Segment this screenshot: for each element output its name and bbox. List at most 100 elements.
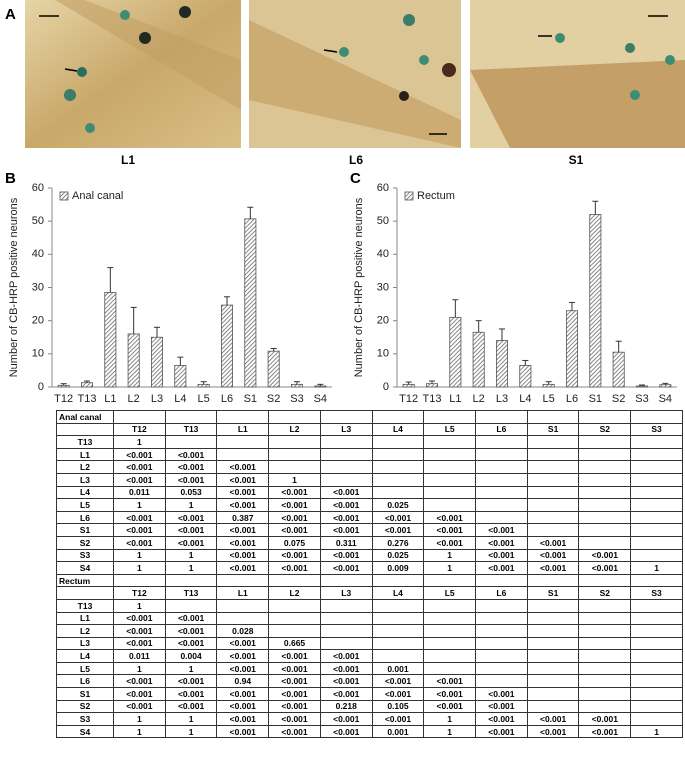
x-tick-label: S3 <box>635 393 648 405</box>
bar <box>402 383 415 388</box>
p-value: 1 <box>423 712 477 726</box>
empty-cell <box>526 687 580 701</box>
p-value: <0.001 <box>113 460 166 474</box>
p-value: <0.001 <box>113 472 166 487</box>
p-value: 1 <box>113 561 166 575</box>
row-header: S1 <box>56 523 114 537</box>
bar <box>197 383 210 388</box>
empty-cell <box>630 712 683 726</box>
empty-cell <box>526 498 580 512</box>
column-header: L1 <box>216 586 270 600</box>
x-tick-label: L6 <box>566 393 578 405</box>
p-value: 1 <box>423 561 477 575</box>
p-value: <0.001 <box>319 548 373 563</box>
p-value: <0.001 <box>423 510 477 525</box>
p-value: <0.001 <box>216 535 270 550</box>
x-tick-label: L6 <box>221 393 233 405</box>
table-row: L1 <0.001 <0.001 <box>56 611 683 626</box>
column-header: T12 <box>113 586 166 600</box>
empty-cell <box>578 687 632 701</box>
column-header: L6 <box>475 586 528 600</box>
bar <box>127 333 140 388</box>
empty-cell <box>630 624 683 638</box>
y-tick-label: 40 <box>377 248 389 260</box>
bar <box>81 382 94 388</box>
p-value: 0.276 <box>371 535 425 550</box>
table-row: Rectum <box>56 573 683 588</box>
empty-cell <box>578 523 632 537</box>
table-row: S4 1 1 <0.001 <0.001 <0.001 0.009 1 <0.001 <0.001… <box>56 561 683 575</box>
error-bar <box>615 340 622 353</box>
p-value: 1 <box>113 724 166 739</box>
empty-cell <box>630 674 683 689</box>
p-value: 1 <box>113 712 166 726</box>
empty-cell <box>423 485 477 500</box>
empty-cell <box>630 535 683 550</box>
row-header: S3 <box>56 712 114 726</box>
empty-cell <box>319 573 373 588</box>
bar <box>104 292 117 388</box>
p-value: <0.001 <box>216 460 270 474</box>
p-value: <0.001 <box>526 724 580 739</box>
empty-cell <box>475 598 528 613</box>
empty-cell <box>526 649 580 663</box>
empty-cell <box>526 460 580 474</box>
p-value: 1 <box>113 598 166 613</box>
micrograph <box>25 0 241 148</box>
p-value: 0.011 <box>113 485 166 500</box>
empty-cell <box>526 472 580 487</box>
bar <box>426 383 439 388</box>
p-value: <0.001 <box>371 712 425 726</box>
table-row: T12 T13 L1 L2 L3 L4 L5 L6 S1 S2 S3 <box>56 586 683 600</box>
table-row: L3 <0.001 <0.001 <0.001 0.665 <box>56 636 683 651</box>
p-value: 1 <box>164 712 218 726</box>
p-value: <0.001 <box>526 535 580 550</box>
x-tick-label: L1 <box>449 393 461 405</box>
p-value: <0.001 <box>216 523 270 537</box>
row-header: L1 <box>56 447 114 462</box>
p-value: <0.001 <box>268 699 321 714</box>
p-value: <0.001 <box>475 523 528 537</box>
empty-cell <box>319 447 373 462</box>
empty-cell <box>268 573 321 588</box>
p-value: <0.001 <box>371 687 425 701</box>
p-value: <0.001 <box>423 674 477 689</box>
empty-cell <box>216 598 270 613</box>
p-value: <0.001 <box>578 548 632 563</box>
x-tick-label: L4 <box>519 393 531 405</box>
p-value: <0.001 <box>113 447 166 462</box>
error-bar <box>405 381 412 385</box>
error-bar <box>522 359 529 366</box>
x-tick-label: L2 <box>473 393 485 405</box>
empty-cell <box>526 611 580 626</box>
empty-cell <box>319 636 373 651</box>
empty-cell <box>319 472 373 487</box>
p-value: 1 <box>164 724 218 739</box>
p-value: <0.001 <box>113 624 166 638</box>
bar <box>472 331 485 388</box>
p-value: 0.387 <box>216 510 270 525</box>
empty-cell <box>578 674 632 689</box>
chart: Number of CB-HRP positive neurons 0 10 20 30… <box>8 182 332 405</box>
p-value: <0.001 <box>164 523 218 537</box>
bar <box>495 340 508 388</box>
legend-label: Anal canal <box>72 190 123 202</box>
p-value: <0.001 <box>371 674 425 689</box>
p-value: <0.001 <box>319 724 373 739</box>
empty-cell <box>423 410 477 424</box>
x-tick-label: T12 <box>399 393 418 405</box>
error-bar <box>317 383 324 387</box>
y-axis-label: Number of CB-HRP positive neurons <box>353 197 365 377</box>
error-bar <box>499 328 505 341</box>
column-header: L3 <box>319 422 373 437</box>
p-value: <0.001 <box>268 510 321 525</box>
x-tick-label: T12 <box>54 393 73 405</box>
empty-cell <box>268 460 321 474</box>
micrograph <box>249 0 461 148</box>
y-tick-label: 40 <box>32 248 44 260</box>
row-header: L5 <box>56 498 114 512</box>
empty-cell <box>526 573 580 588</box>
p-value: <0.001 <box>319 687 373 701</box>
panel-label: A <box>5 6 16 23</box>
p-value: 1 <box>630 724 683 739</box>
